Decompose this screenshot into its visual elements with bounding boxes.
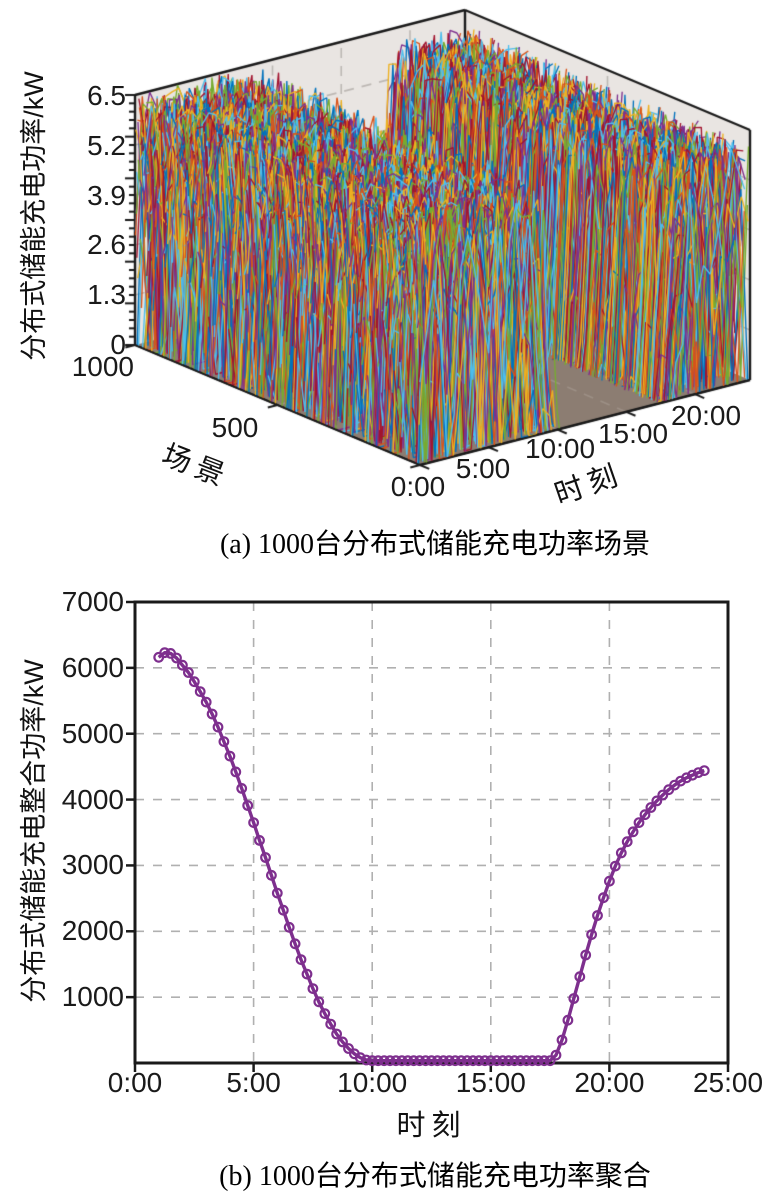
chart-b-y-tick-2000: 2000 xyxy=(61,915,124,947)
chart-a-z-tick-6.5: 6.5 xyxy=(87,80,126,111)
caption-panel-b: (b) 1000台分布式储能充电功率聚合 xyxy=(219,1161,651,1192)
chart-b-y-tick-6000: 6000 xyxy=(61,651,124,683)
chart-b-y-tick-5000: 5000 xyxy=(61,717,124,749)
chart-a-z-tick-3.9: 3.9 xyxy=(87,180,126,211)
chart-a-z-tick-1.3: 1.3 xyxy=(87,279,126,310)
chart-a-time-tick-0:00: 0:00 xyxy=(390,471,446,502)
chart-a-z-tick-5.2: 5.2 xyxy=(87,130,126,161)
chart-b-x-tick-25:00: 25:00 xyxy=(692,1067,764,1098)
chart-b-x-axis-label: 时刻 xyxy=(396,1110,467,1142)
chart-a-scenario-tick-1000: 1000 xyxy=(71,351,134,382)
chart-b-y-axis-label: 分布式储能充电整合功率/kW xyxy=(19,659,49,1003)
chart-a-3d-canvas xyxy=(0,0,769,515)
chart-b-y-tick-4000: 4000 xyxy=(61,783,124,815)
chart-a-time-tick-5:00: 5:00 xyxy=(455,453,511,484)
chart-a-time-tick-15:00: 15:00 xyxy=(597,418,669,449)
chart-a-time-tick-10:00: 10:00 xyxy=(524,433,596,464)
caption-panel-a: (a) 1000台分布式储能充电功率场景 xyxy=(219,529,651,560)
chart-a-scenario-tick-500: 500 xyxy=(211,412,259,443)
chart-b-y-tick-7000: 7000 xyxy=(61,586,124,617)
chart-b-x-tick-0:00: 0:00 xyxy=(107,1067,163,1098)
chart-b-x-tick-20:00: 20:00 xyxy=(574,1067,645,1098)
chart-b-y-tick-3000: 3000 xyxy=(61,849,124,881)
chart-b-x-tick-5:00: 5:00 xyxy=(226,1067,281,1098)
chart-b-x-tick-15:00: 15:00 xyxy=(455,1067,526,1098)
chart-b-y-tick-1000: 1000 xyxy=(61,981,124,1013)
chart-a-z-tick-2.6: 2.6 xyxy=(87,229,126,260)
chart-a-z-tick-0: 0 xyxy=(110,329,126,360)
chart-a-time-tick-20:00: 20:00 xyxy=(670,400,742,431)
chart-b-x-tick-10:00: 10:00 xyxy=(337,1067,408,1098)
